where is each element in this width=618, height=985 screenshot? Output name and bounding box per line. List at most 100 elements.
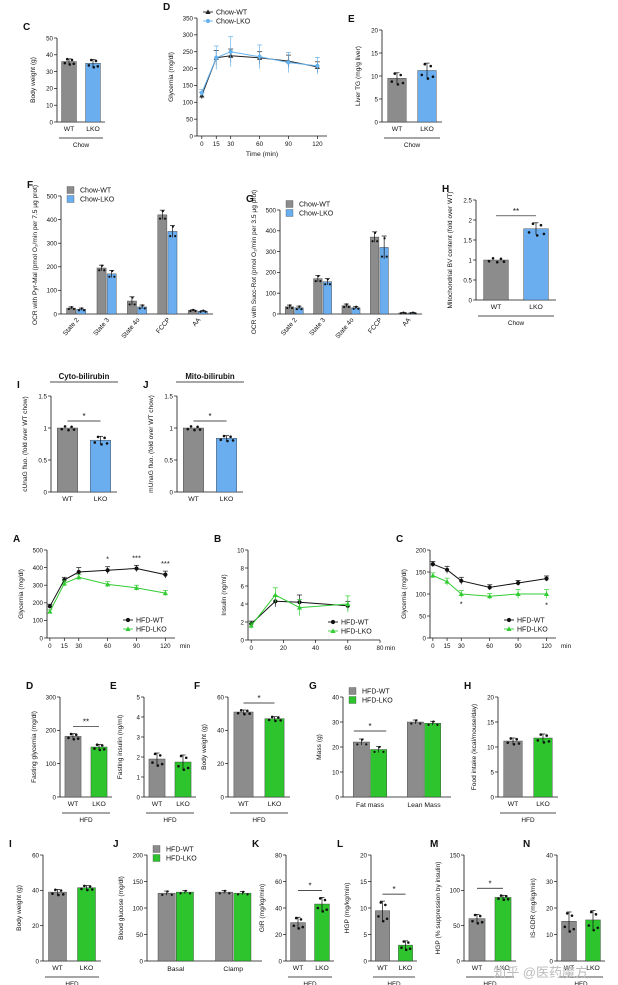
C_top-dot-wt-2 (68, 63, 72, 66)
D_top-ytick-label-3: 150 (183, 83, 194, 90)
K_bot-dot-lko-2 (321, 910, 325, 913)
D_top-ytick-label-1: 50 (186, 116, 193, 123)
G_mid-ylabel: Mass (g) (316, 734, 323, 760)
G_top-ytick-label-3: 300 (266, 249, 277, 256)
L_bot-panel-label: L (337, 839, 343, 850)
B_mid-point-1-3 (345, 601, 351, 606)
M_bot-dot-lko-3 (504, 894, 508, 898)
G_mid-dot-1-0-2 (419, 722, 422, 725)
E_top-dot-lko-0 (420, 73, 424, 77)
F_top-legend-swatch-0 (66, 186, 75, 194)
G_mid-legend-label-0: HFD-WT (362, 688, 390, 695)
M_bot-dot-wt-3 (478, 914, 482, 918)
D_top-ytick-label-2: 100 (183, 100, 194, 107)
G_top-dot-1-1-1 (326, 278, 329, 281)
I_top-ylabel: cUnaG fluo. (fold over WT chow) (22, 396, 29, 492)
B_mid-xtick-label-4: 80 (377, 645, 384, 652)
H_top-dot-wt-2 (495, 260, 499, 264)
G_top-dot-0-1-0 (295, 307, 298, 311)
C_mid-point-1-2 (458, 591, 464, 596)
H_mid-xtick-label-1: LKO (536, 801, 550, 808)
F_mid-xtick-label-1: LKO (268, 801, 282, 808)
C_mid-legend-label-0: HFD-WT (517, 617, 545, 624)
G_mid-legend-swatch-0 (348, 687, 357, 695)
I_top-ytick-label-1: 0.5 (38, 457, 47, 464)
D_top-panel-label: D (163, 2, 170, 13)
N_bot-group-label: HFD (574, 981, 588, 985)
G_mid-bar-0-1 (370, 749, 387, 798)
F_top-dot-1-0-1 (100, 264, 104, 267)
J_bot-dot-0-1-2 (188, 892, 192, 895)
K_bot-dot-wt-2 (297, 927, 301, 930)
L_bot-xtick-label-0: WT (377, 965, 388, 972)
E_top-dot-wt-2 (396, 83, 400, 86)
A_mid-xtick-label-2: 30 (75, 643, 82, 650)
I_top-xtick-label-1: LKO (94, 496, 108, 503)
J_top-ytick-label-2: 1 (170, 425, 174, 432)
J_top-dot-wt-3 (196, 425, 199, 429)
I_top-dot-lko-2 (100, 443, 103, 446)
G_mid-dot-0-1-2 (382, 750, 385, 754)
E_mid-ylabel: Fasting insulin (ng/ml) (117, 715, 124, 780)
C_mid-legend-marker-0 (506, 617, 512, 623)
M_bot-ytick-label-2: 100 (450, 888, 461, 895)
L_bot-dot-lko-1 (402, 940, 406, 943)
K_bot-dot-lko-1 (318, 897, 322, 900)
D_mid-ytick-label-0: 0 (53, 794, 57, 801)
H_top-ytick-label-2: 1 (469, 257, 473, 264)
K_bot-dot-wt-4 (301, 925, 305, 929)
J_top-dot-wt-0 (186, 427, 190, 431)
J_bot-xtick-label-0: Basal (167, 966, 184, 973)
H_top-panel-label: H (442, 184, 449, 195)
N_bot-xtick-label-1: LKO (586, 965, 600, 972)
H_mid-bar-wt (503, 740, 523, 798)
F_mid-ytick-label-2: 40 (217, 728, 224, 735)
C_top-ytick-label-2: 20 (46, 86, 53, 93)
H_top-dot-wt-1 (491, 257, 495, 260)
C_mid-ytick-label-1: 50 (419, 613, 426, 620)
I_bot-xtick-label-0: WT (52, 965, 63, 972)
F_top-dot-0-1-0 (77, 309, 81, 312)
D_mid-panel-label: D (26, 681, 33, 692)
J_bot-dot-0-1-0 (179, 892, 182, 895)
J_top-xtick-label-1: LKO (220, 496, 234, 503)
G_mid-dot-1-1-0 (427, 723, 430, 726)
L_bot-dot-wt-0 (377, 915, 380, 918)
B_mid-ytick-label-3: 6 (241, 583, 245, 590)
D_mid-xtick-label-0: WT (68, 801, 79, 808)
J_bot-ytick-label-3: 150 (133, 879, 144, 886)
B_mid-point-1-0 (248, 623, 254, 628)
E_mid-dot-wt-4 (160, 762, 164, 766)
E_mid-dot-wt-1 (153, 752, 157, 756)
A_mid-ytick-label-1: 100 (33, 618, 44, 625)
J_bot-dot-1-0-0 (218, 892, 221, 895)
F_top-dot-2-1-1 (141, 304, 144, 307)
L_bot-dot-lko-4 (408, 947, 412, 951)
E_mid-ytick-label-5: 5 (137, 694, 141, 701)
E_mid-panel-label: E (110, 681, 117, 692)
F_mid-ytick-label-0: 0 (221, 794, 225, 801)
F_top-dot-0-0-2 (72, 307, 75, 311)
L_bot-ytick-label-1: 5 (364, 932, 368, 939)
H_mid-ylabel: Food intake (kcal/mouse/day) (471, 704, 478, 791)
K_bot-ytick-label-1: 20 (275, 932, 282, 939)
I_bot-bar-wt (48, 891, 67, 962)
H_top-group-label: Chow (508, 320, 525, 327)
A_mid-series-line-0 (49, 567, 166, 607)
C_top-ytick-label-4: 40 (46, 52, 53, 59)
G_top-dot-3-0-2 (376, 240, 379, 243)
F_top-legend-swatch-1 (66, 195, 75, 203)
G_top-dot-3-1-0 (380, 255, 384, 258)
L_bot-dot-lko-2 (404, 948, 408, 952)
H_top-ytick-label-3: 1.5 (463, 237, 472, 244)
chart-H_mid: 0 5 10 15 20 Food intake (kcal/mouse/day) H WT L… (464, 681, 558, 824)
F_top-ytick-label-4: 400 (47, 217, 58, 224)
F_top-dot-0-0-0 (67, 307, 70, 311)
B_mid-ytick-label-4: 8 (241, 565, 245, 572)
G_mid-dot-0-0-0 (356, 743, 359, 746)
G_top-dot-3-0-0 (371, 240, 374, 243)
M_bot-sig-label: * (488, 879, 491, 888)
H_top-dot-lko-0 (527, 231, 531, 234)
chart-F_mid: 0 20 40 60 Body weight (g) F WT LKO * HFD (194, 681, 290, 824)
D_top-xtick-label-2: 30 (227, 141, 234, 148)
